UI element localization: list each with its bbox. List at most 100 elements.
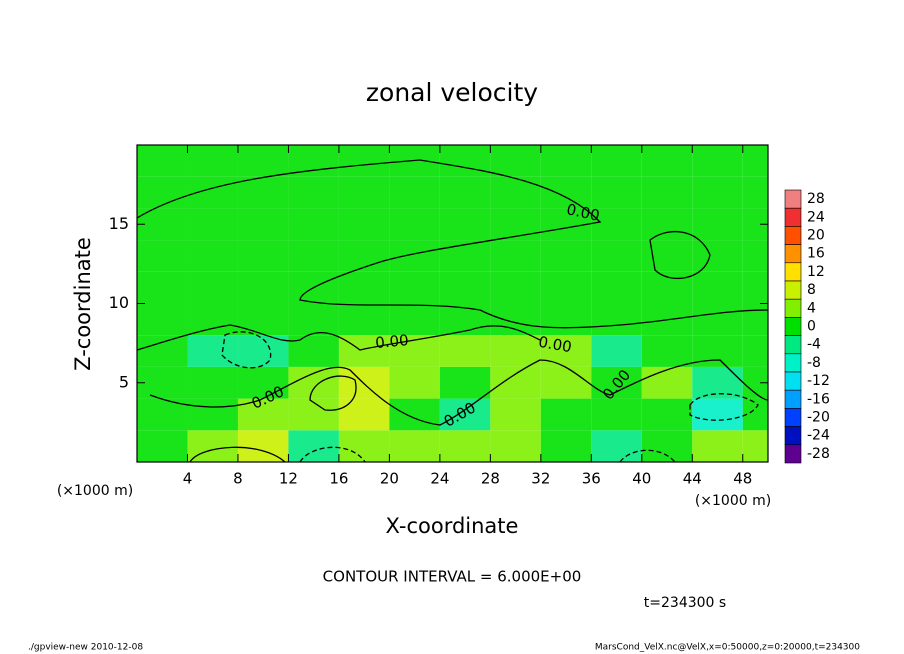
colorbar-label: -24: [807, 428, 830, 444]
field-cell: [540, 240, 592, 272]
x-axis-label: X-coordinate: [386, 514, 519, 538]
y-tick-label: 10: [109, 293, 129, 312]
colorbar-label: -16: [807, 391, 830, 407]
field-cell: [439, 303, 491, 336]
field-cell: [692, 366, 743, 399]
field-cell: [288, 176, 339, 209]
field-cell: [490, 176, 541, 209]
field-cell: [692, 398, 743, 431]
field-cell: [742, 430, 768, 462]
colorbar-box: [784, 280, 802, 300]
field-cell: [490, 303, 541, 336]
field-cell: [641, 335, 693, 367]
colorbar-box: [784, 262, 802, 282]
field-cell: [490, 366, 541, 399]
x-tick-label: 48: [733, 470, 752, 488]
field-cell: [288, 398, 339, 431]
field-cell: [641, 430, 693, 462]
field-cell: [591, 335, 642, 367]
field-cell: [237, 271, 289, 304]
contour-line: [149, 359, 769, 426]
field-cell: [540, 398, 592, 431]
contour-label: 0.00: [537, 333, 573, 357]
field-cell: [490, 240, 541, 272]
colorbar: 28 24 20 16 12 8 4 0 -4 -8 -12 -16 -20 -24 -28: [784, 189, 830, 464]
colorbar-box: [784, 335, 802, 355]
field-cell: [338, 398, 390, 431]
colorbar-label: 12: [807, 264, 825, 280]
colorbar-label: 28: [807, 191, 825, 207]
colorbar-box: [784, 408, 802, 427]
field-cell: [591, 208, 642, 241]
contour-line: [649, 230, 711, 280]
x-tick-label: 40: [632, 470, 651, 488]
field-cell: [540, 208, 592, 241]
field-cell: [490, 430, 541, 462]
field-cell: [742, 271, 768, 304]
x-tick-label: 16: [329, 470, 348, 488]
x-tick-label: 12: [279, 470, 298, 488]
colorbar-box: [784, 189, 802, 209]
field-cell: [742, 303, 768, 336]
field-cell: [692, 303, 743, 336]
colorbar-box: [784, 317, 802, 336]
x-tick-label: 32: [531, 470, 550, 488]
colorbar-box: [784, 207, 802, 227]
chart-title: zonal velocity: [366, 78, 538, 107]
field-cell: [137, 271, 188, 304]
colorbar-label: 20: [807, 228, 825, 244]
field-cell: [187, 398, 238, 431]
x-tick-label: 36: [582, 470, 601, 488]
colorbar-box: [784, 426, 802, 446]
field-cell: [338, 176, 390, 209]
contour-line: [136, 159, 769, 329]
field-cell: [237, 176, 289, 209]
field-cell: [591, 398, 642, 431]
x-tick-label: 20: [380, 470, 399, 488]
colorbar-label: 24: [807, 209, 825, 225]
colorbar-box: [784, 226, 802, 245]
field-cell: [389, 398, 440, 431]
x-tick-label: 8: [233, 470, 243, 488]
field-cell: [641, 145, 693, 177]
field-cell: [490, 335, 541, 367]
field-cell: [389, 271, 440, 304]
field-cell: [187, 240, 238, 272]
field-cell: [389, 240, 440, 272]
colorbar-box: [784, 371, 802, 391]
field-cell: [591, 430, 642, 462]
field-cell: [540, 176, 592, 209]
field-cell: [389, 366, 440, 399]
field-cell: [137, 430, 188, 462]
field-cell: [591, 176, 642, 209]
field-cell: [591, 271, 642, 304]
field-cell: [338, 430, 390, 462]
field-cell: [692, 430, 743, 462]
field-cell: [490, 145, 541, 177]
colorbar-box: [784, 298, 802, 318]
field-cell: [591, 145, 642, 177]
field-cell: [439, 240, 491, 272]
field-cell: [692, 240, 743, 272]
colorbar-label: 16: [807, 246, 825, 262]
field-cell: [439, 366, 491, 399]
colorbar-label: 0: [807, 319, 816, 335]
field-cell: [742, 240, 768, 272]
x-tick-label: 28: [481, 470, 500, 488]
contour-line: [136, 324, 541, 351]
colorbar-label: -20: [807, 410, 830, 426]
field-cell: [692, 271, 743, 304]
colorbar-label: -4: [807, 337, 821, 353]
contour-line: [619, 449, 676, 463]
field-cell: [288, 335, 339, 367]
y-tick-label: 5: [119, 372, 129, 391]
field-cell: [641, 398, 693, 431]
field-cell: [288, 145, 339, 177]
field-cell: [742, 335, 768, 367]
field-cell: [237, 335, 289, 367]
field-cell: [540, 145, 592, 177]
field-cell: [439, 145, 491, 177]
colorbar-label: -8: [807, 355, 821, 371]
